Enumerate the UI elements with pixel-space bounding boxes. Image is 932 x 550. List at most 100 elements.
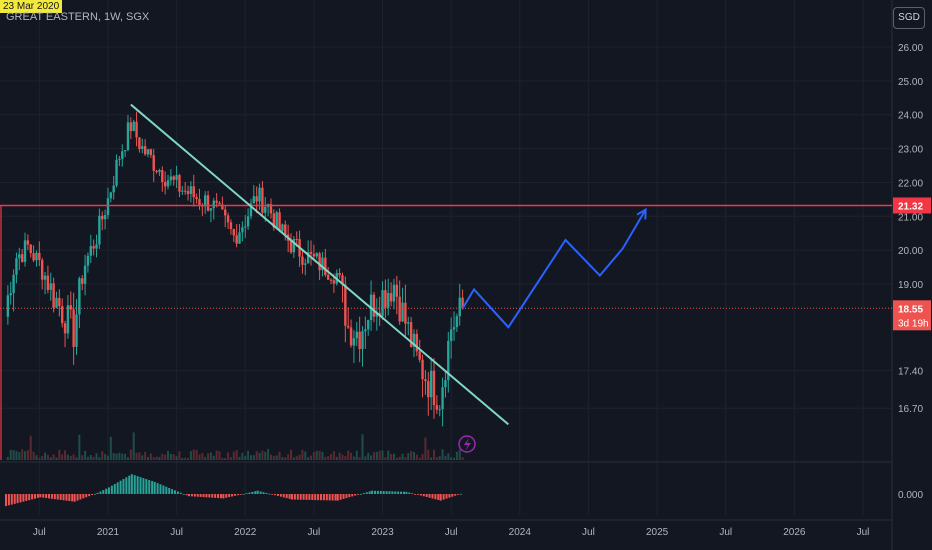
volume-bar <box>255 451 258 460</box>
volume-bar <box>101 451 104 460</box>
time-tick-label: 2024 <box>509 527 532 538</box>
oscillator-bar <box>428 494 431 498</box>
candle-body <box>49 283 52 290</box>
oscillator-bar <box>454 494 457 496</box>
volume-bar <box>355 450 358 460</box>
oscillator-bar <box>128 475 131 494</box>
price-tick-label: 22.00 <box>898 178 923 189</box>
volume-bar <box>89 454 92 460</box>
oscillator-bar <box>339 494 342 500</box>
oscillator-bar <box>228 494 231 498</box>
oscillator-bar <box>397 491 400 494</box>
volume-bar <box>118 452 121 460</box>
oscillator-bar <box>91 494 94 496</box>
candle-body <box>12 274 15 294</box>
candle-body <box>226 215 230 223</box>
oscillator-bar <box>99 491 102 494</box>
oscillator-bar <box>408 492 411 494</box>
oscillator-bar <box>39 494 42 498</box>
volume-bar <box>392 453 395 460</box>
candle-body <box>381 290 384 317</box>
candle-body <box>415 333 419 352</box>
price-tick-label: 24.00 <box>898 111 923 122</box>
volume-bar <box>135 452 138 460</box>
volume-bar <box>370 455 373 460</box>
candle-body <box>424 379 427 382</box>
candle-body <box>221 204 224 210</box>
oscillator-bar <box>130 474 133 494</box>
downtrend-line <box>130 103 510 426</box>
candle-body <box>387 293 390 308</box>
volume-bar <box>350 452 353 460</box>
volume-bar <box>304 451 307 460</box>
oscillator-bar <box>176 491 179 494</box>
oscillator-bar <box>385 491 388 494</box>
volume-bar <box>109 436 112 460</box>
volume-bar <box>38 457 41 460</box>
volume-bar <box>415 454 418 460</box>
candle-body <box>192 186 195 198</box>
candle-body <box>232 229 235 236</box>
candle-body <box>344 284 347 326</box>
currency-button[interactable]: SGD <box>893 7 925 29</box>
candle-body <box>141 146 144 149</box>
oscillator-bar <box>145 479 148 494</box>
volume-bar <box>149 453 152 460</box>
volume-bar <box>104 454 107 460</box>
volume-bar <box>49 457 52 460</box>
resistance-price-badge: 21.32 <box>898 201 923 212</box>
candle-body <box>115 159 118 186</box>
volume-bar <box>241 452 244 460</box>
oscillator-bar <box>373 490 376 494</box>
candle-body <box>152 155 155 171</box>
candle-body <box>18 254 21 259</box>
oscillator-bar <box>357 494 360 495</box>
volume-bar <box>269 454 272 460</box>
candle-body <box>163 181 167 187</box>
oscillator-bar <box>334 494 337 501</box>
oscillator-bar <box>22 494 25 502</box>
volume-bar <box>212 455 215 460</box>
volume-bar <box>387 450 390 460</box>
volume-bar <box>178 451 181 460</box>
candle-body <box>169 176 173 181</box>
oscillator-bar <box>288 494 291 499</box>
oscillator-bar <box>325 494 328 501</box>
volume-bar <box>175 456 178 460</box>
candle-body <box>255 196 258 202</box>
candle-body <box>32 253 35 261</box>
axes: 26.00 25.00 24.00 23.00 22.00 21.00 20.00 19.00… <box>33 43 931 538</box>
candle-body <box>461 297 464 309</box>
volume-bar <box>458 449 461 460</box>
candle-body <box>109 192 113 199</box>
volume-bar <box>129 449 132 460</box>
candle-body <box>249 203 253 217</box>
volume-bar <box>327 456 330 460</box>
volume-bar <box>358 457 361 460</box>
candle-body <box>332 280 336 284</box>
volume-bar <box>292 457 295 460</box>
candle-body <box>29 244 32 254</box>
volume-bar <box>444 455 447 460</box>
oscillator-bar <box>402 491 405 494</box>
volume-bar <box>75 457 78 460</box>
candle-body <box>89 246 92 256</box>
candle-body <box>224 209 227 216</box>
candle-body <box>175 175 178 180</box>
volume-bar <box>421 454 424 460</box>
oscillator-bar <box>262 492 265 494</box>
volume-bar <box>172 454 175 460</box>
oscillator-bar <box>460 493 463 495</box>
candle-body <box>204 195 207 207</box>
projection-arrowhead <box>636 207 647 220</box>
volume-bar <box>46 454 49 460</box>
candle-body <box>101 215 104 220</box>
volume-bar <box>315 450 318 460</box>
oscillator-bar <box>254 491 257 494</box>
oscillator-bar <box>159 484 162 494</box>
volume-bar <box>86 456 89 460</box>
candle-body <box>161 170 164 182</box>
candle-body <box>186 191 190 195</box>
volume-bar <box>412 451 415 460</box>
